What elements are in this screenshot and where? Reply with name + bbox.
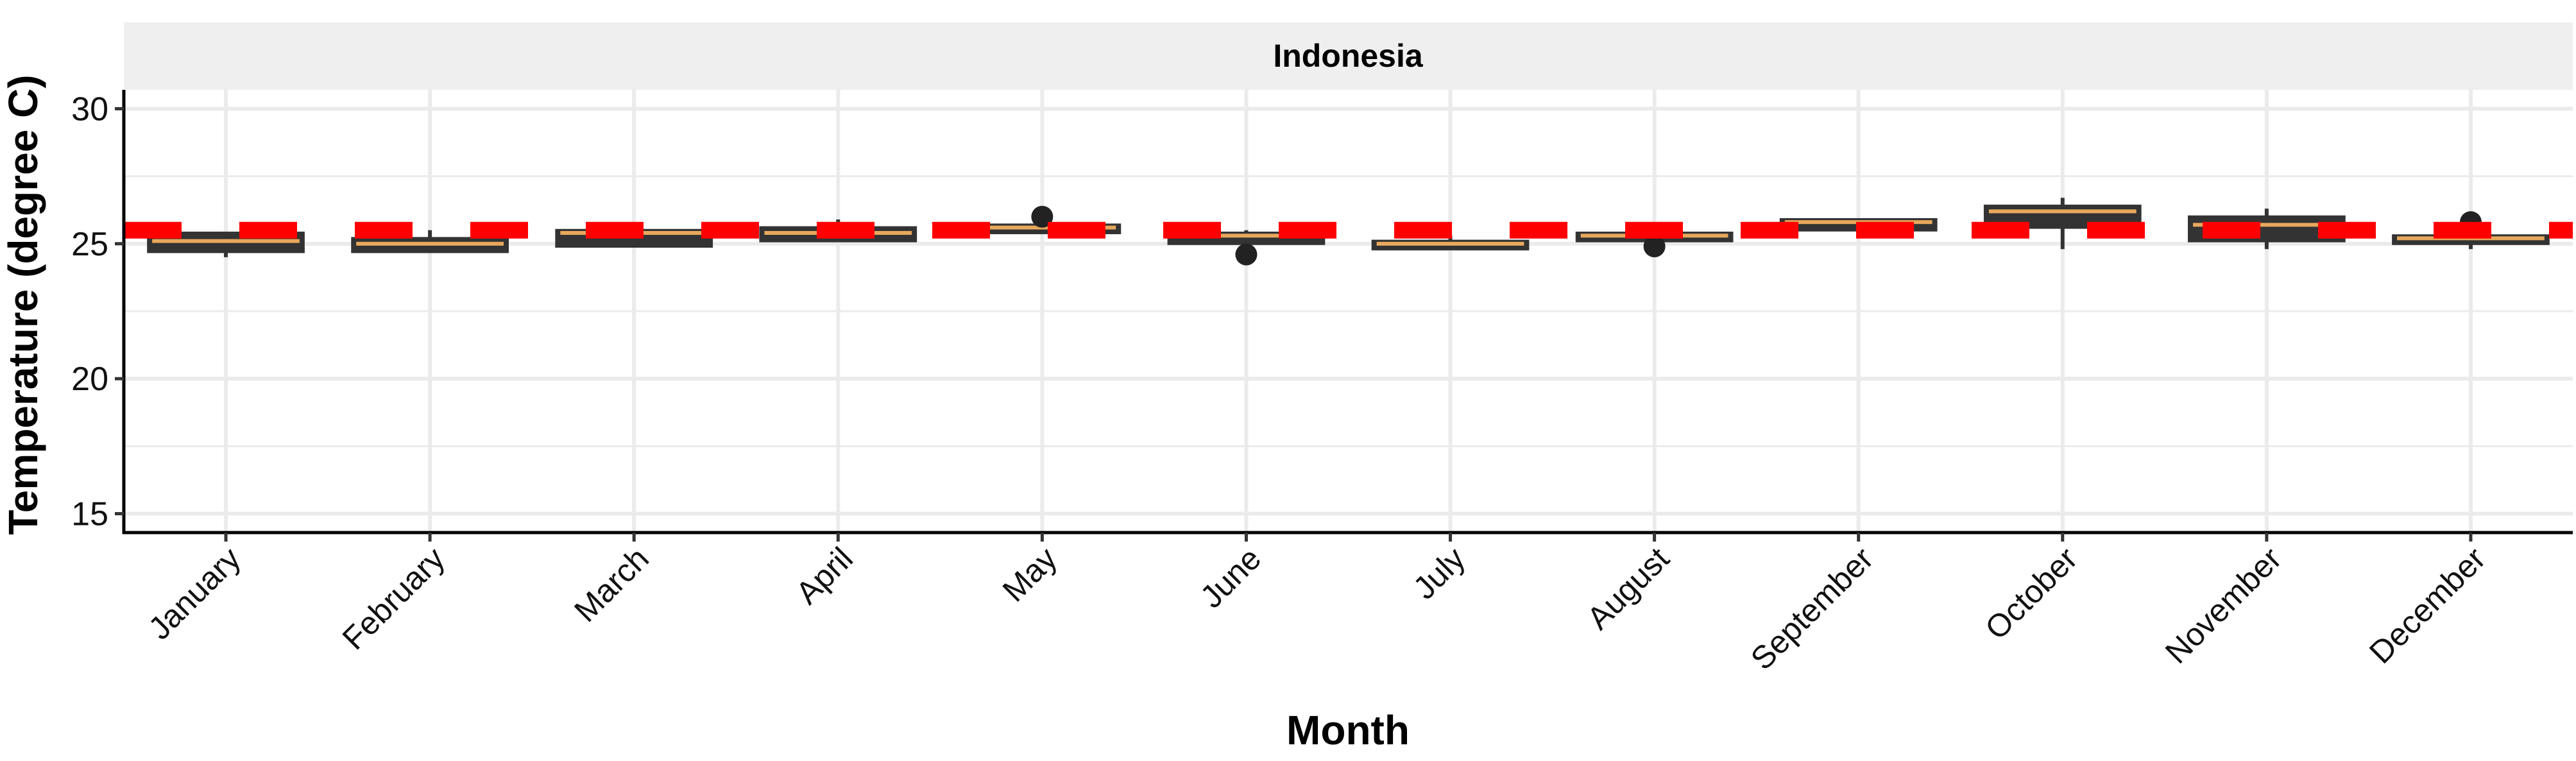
y-tick-label: 15 [71,496,108,533]
reference-line-dash [2203,221,2260,239]
reference-line-dash [1163,221,1221,239]
y-tick-label: 25 [71,226,108,263]
x-axis-title: Month [1286,707,1410,753]
grid-layer [124,90,2573,533]
facet-title: Indonesia [1273,38,1424,74]
reference-line-dash [1741,221,1798,239]
reference-line-dash [586,221,644,239]
y-tick-label: 20 [71,361,108,398]
reference-line-dash [2434,221,2491,239]
outlier-point [1031,205,1053,228]
reference-line-dash [1279,221,1336,239]
y-axis-title: Temperature (degree C) [0,74,46,534]
facet-strip [124,22,2573,90]
reference-line-dash [2318,221,2376,239]
reference-line-dash [1048,221,1105,239]
reference-line-dash [1856,221,1914,239]
reference-line-dash [2549,221,2573,239]
reference-line-dash [932,221,990,239]
reference-line-dash [1625,221,1683,239]
reference-line-dash [239,221,297,239]
reference-line-dash [1394,221,1452,239]
outlier-point [1235,243,1258,266]
reference-line-dash [817,221,874,239]
reference-line-dash [2087,221,2145,239]
reference-line-dash [701,221,759,239]
reference-line-dash [124,221,182,239]
reference-line-dash [1510,221,1567,239]
y-tick-label: 30 [71,90,108,128]
reference-line-dash [355,221,413,239]
reference-line-dash [1972,221,2029,239]
reference-line-dash [470,221,528,239]
outlier-point [1643,235,1666,258]
reference-line-layer [124,221,2573,239]
